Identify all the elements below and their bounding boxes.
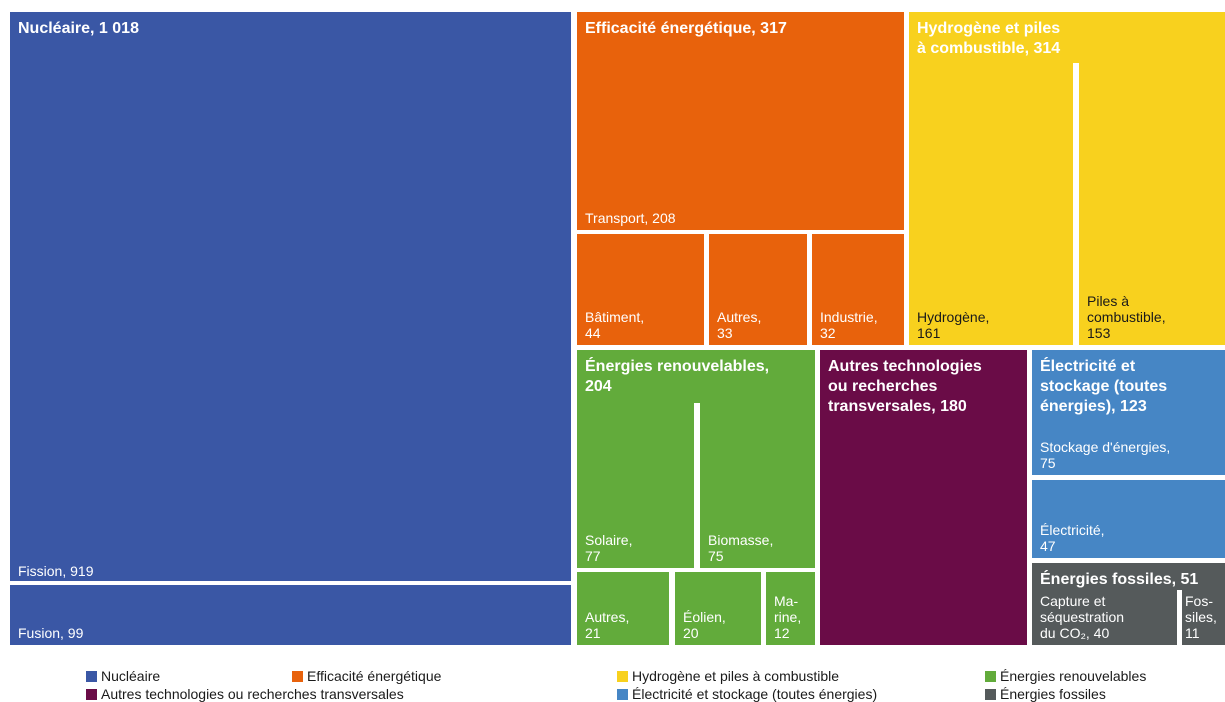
legend-swatch <box>617 671 628 682</box>
sub-label-hydrogene: Hydrogène, 161 <box>917 309 990 341</box>
sub-label-transport: Transport, 208 <box>585 210 676 226</box>
sub-label-electricite: Électricité, 47 <box>1040 522 1105 554</box>
legend-swatch <box>985 689 996 700</box>
tile-fusion <box>10 585 571 645</box>
sub-label-capture-co2: Capture et séquestration du CO₂, 40 <box>1040 593 1125 641</box>
category-label-nucleaire: Nucléaire, 1 018 <box>18 20 139 37</box>
legend-item: Nucléaire <box>86 668 160 684</box>
legend-swatch <box>292 671 303 682</box>
legend-item: Efficacité énergétique <box>292 668 441 684</box>
sub-label-solaire: Solaire, 77 <box>585 532 633 564</box>
divider-hydrogene <box>1073 63 1079 345</box>
sub-label-fusion: Fusion, 99 <box>18 625 84 641</box>
sub-label-eolien: Éolien, 20 <box>683 609 726 641</box>
sub-label-stockage: Stockage d'énergies, 75 <box>1040 439 1171 471</box>
tile-batiment <box>577 234 704 345</box>
tile-fission <box>10 12 571 581</box>
divider-renouvelables <box>694 403 700 568</box>
divider-fossiles <box>1177 590 1182 645</box>
sub-label-biomasse: Biomasse, 75 <box>708 532 774 564</box>
tile-autres-efficacite <box>709 234 807 345</box>
tile-industrie <box>812 234 904 345</box>
legend-label: Énergies fossiles <box>1000 686 1106 702</box>
legend-label: Autres technologies ou recherches transv… <box>101 686 404 702</box>
legend-label: Énergies renouvelables <box>1000 668 1147 684</box>
sub-label-batiment: Bâtiment, 44 <box>585 309 645 341</box>
legend-swatch <box>617 689 628 700</box>
sub-label-industrie: Industrie, 32 <box>820 309 878 341</box>
sub-label-marine: Ma- rine, 12 <box>774 593 802 641</box>
legend-item: Énergies fossiles <box>985 686 1106 702</box>
legend-item: Autres technologies ou recherches transv… <box>86 686 404 702</box>
sub-label-autres-renouvelables: Autres, 21 <box>585 609 630 641</box>
tile-marine <box>766 572 815 645</box>
tile-fossiles-group <box>1032 563 1225 645</box>
legend-item: Énergies renouvelables <box>985 668 1146 684</box>
tile-autres-renouvelables <box>577 572 669 645</box>
category-label-fossiles: Énergies fossiles, 51 <box>1040 571 1199 588</box>
tile-transport <box>577 12 904 230</box>
category-label-hydrogene: Hydrogène et piles à combustible, 314 <box>917 20 1061 57</box>
legend-swatch <box>86 689 97 700</box>
sub-label-fission: Fission, 919 <box>18 563 94 579</box>
sub-label-fossiles: Fos- siles, 11 <box>1185 593 1217 641</box>
legend-label: Nucléaire <box>101 668 161 684</box>
legend-label: Hydrogène et piles à combustible <box>632 668 840 684</box>
tile-stockage <box>1032 350 1225 475</box>
legend-swatch <box>985 671 996 682</box>
category-label-autres-technologies: Autres technologies ou recherches transv… <box>828 358 982 415</box>
legend-label: Efficacité énergétique <box>307 668 442 684</box>
category-label-electricite-stockage: Électricité et stockage (toutes énergies… <box>1040 358 1168 415</box>
category-label-renouvelables: Énergies renouvelables, 204 <box>585 358 770 395</box>
tile-electricite <box>1032 480 1225 558</box>
tile-autres-technologies <box>820 350 1027 645</box>
legend-swatch <box>86 671 97 682</box>
legend-item: Électricité et stockage (toutes énergies… <box>617 686 877 702</box>
sub-label-autres-efficacite: Autres, 33 <box>717 309 762 341</box>
legend-item: Hydrogène et piles à combustible <box>617 668 839 684</box>
sub-label-piles: Piles à combustible, 153 <box>1087 293 1166 341</box>
legend-label: Électricité et stockage (toutes énergies… <box>632 686 878 702</box>
tile-eolien <box>675 572 761 645</box>
category-label-efficacite: Efficacité énergétique, 317 <box>585 20 787 37</box>
tile-hydrogene-group <box>909 12 1225 345</box>
